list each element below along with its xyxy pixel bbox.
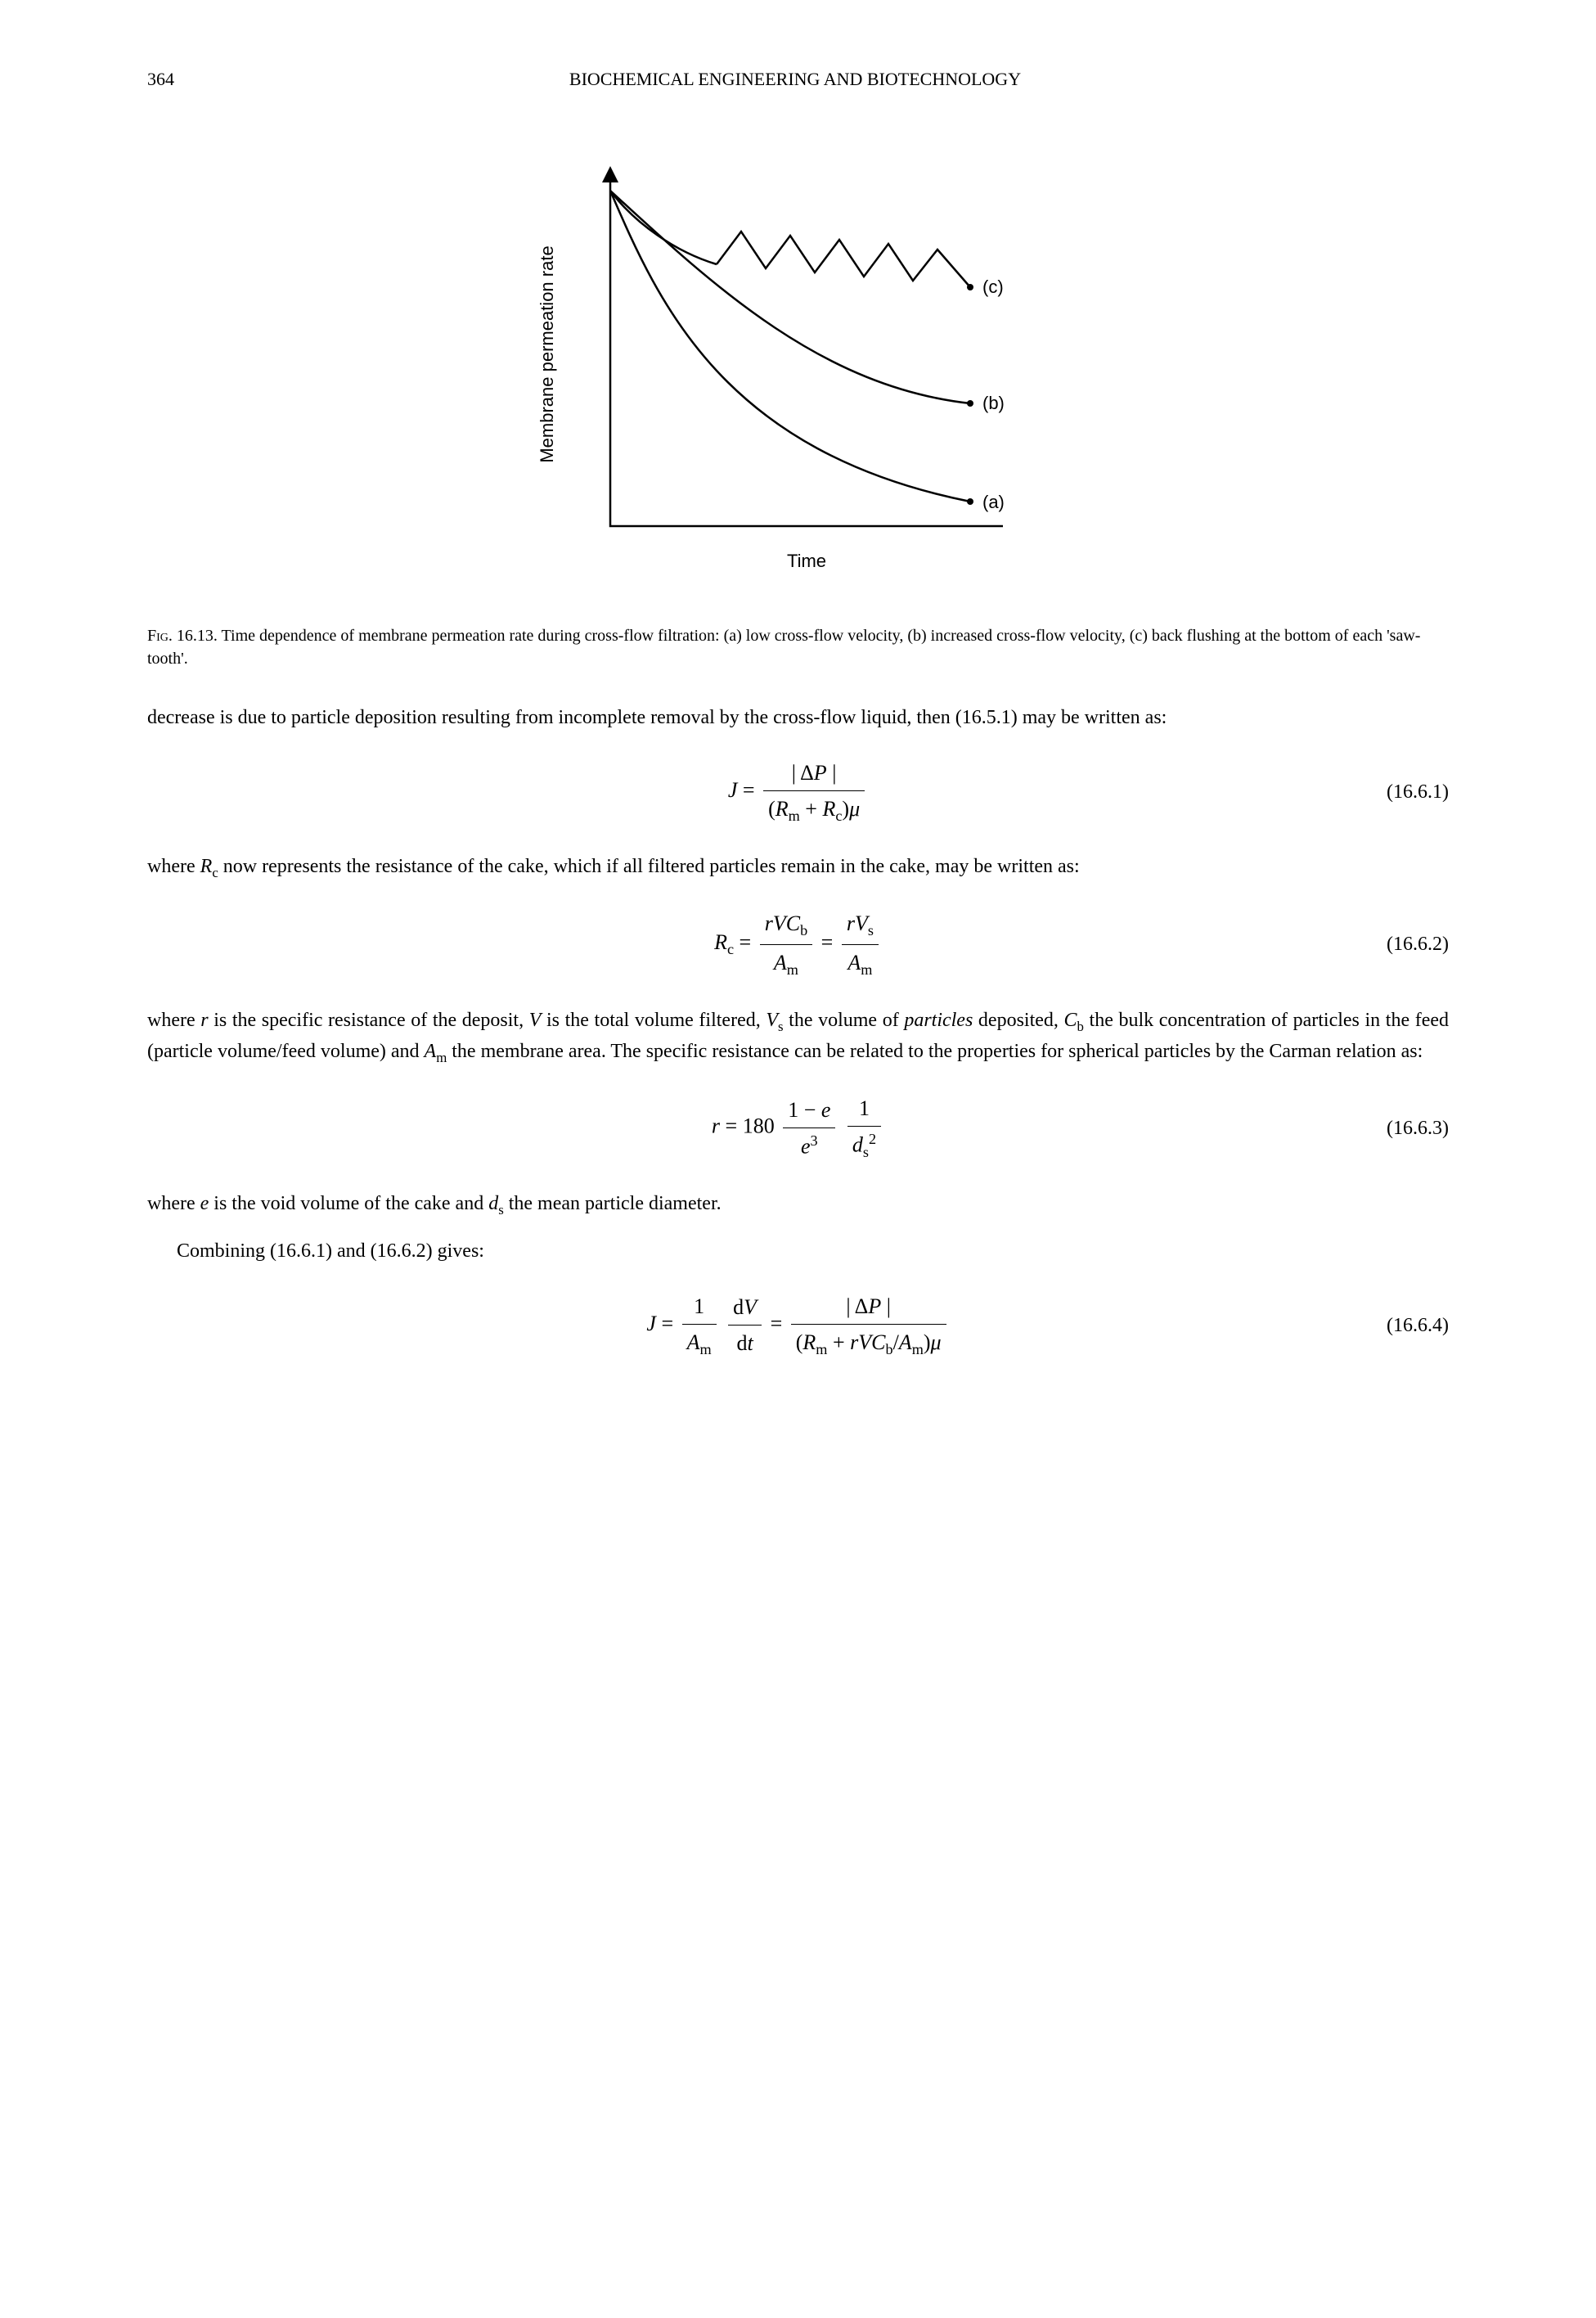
y-axis-label: Membrane permeation rate xyxy=(537,245,557,462)
running-title: BIOCHEMICAL ENGINEERING AND BIOTECHNOLOG… xyxy=(174,65,1416,92)
curve-a-label: (a) xyxy=(982,492,1005,512)
eq-number-2: (16.6.2) xyxy=(1387,929,1449,959)
curve-a-end-icon xyxy=(967,498,973,505)
curve-b xyxy=(610,191,970,403)
paragraph-5: Combining (16.6.1) and (16.6.2) gives: xyxy=(147,1236,1449,1266)
equation-16-6-2: Rc = rVCb Am = rVs Am (16.6.2) xyxy=(147,907,1449,981)
caption-label: Fig. 16.13. xyxy=(147,627,218,645)
page-number: 364 xyxy=(147,65,174,92)
paragraph-1: decrease is due to particle deposition r… xyxy=(147,703,1449,732)
figure-16-13: Membrane permeation rate (a) (b) (c) Tim… xyxy=(147,142,1449,600)
x-axis-label: Time xyxy=(786,551,825,571)
curve-c-sawtooth xyxy=(717,232,970,287)
eq-number-1: (16.6.1) xyxy=(1387,777,1449,807)
paragraph-3: where r is the specific resistance of th… xyxy=(147,1006,1449,1068)
paragraph-4: where e is the void volume of the cake a… xyxy=(147,1189,1449,1220)
page-header: 364 BIOCHEMICAL ENGINEERING AND BIOTECHN… xyxy=(147,65,1449,92)
equation-16-6-3: r = 180 1 − e e3 1 ds2 (16.6.3) xyxy=(147,1092,1449,1164)
eq-number-4: (16.6.4) xyxy=(1387,1311,1449,1340)
curve-c-end-icon xyxy=(967,284,973,290)
y-arrow-icon xyxy=(602,166,618,182)
paragraph-2: where Rc now represents the resistance o… xyxy=(147,852,1449,883)
caption-text: Time dependence of membrane permeation r… xyxy=(147,627,1420,668)
curve-b-label: (b) xyxy=(982,393,1005,413)
figure-caption: Fig. 16.13. Time dependence of membrane … xyxy=(147,624,1449,670)
equation-16-6-1: J = | ΔP | (Rm + Rc)μ (16.6.1) xyxy=(147,757,1449,827)
eq-number-3: (16.6.3) xyxy=(1387,1114,1449,1143)
axes xyxy=(610,174,1003,526)
equation-16-6-4: J = 1 Am dV dt = | ΔP | (Rm + rVCb/Am)μ … xyxy=(147,1290,1449,1361)
curve-b-end-icon xyxy=(967,400,973,407)
curve-c-label: (c) xyxy=(982,277,1004,297)
